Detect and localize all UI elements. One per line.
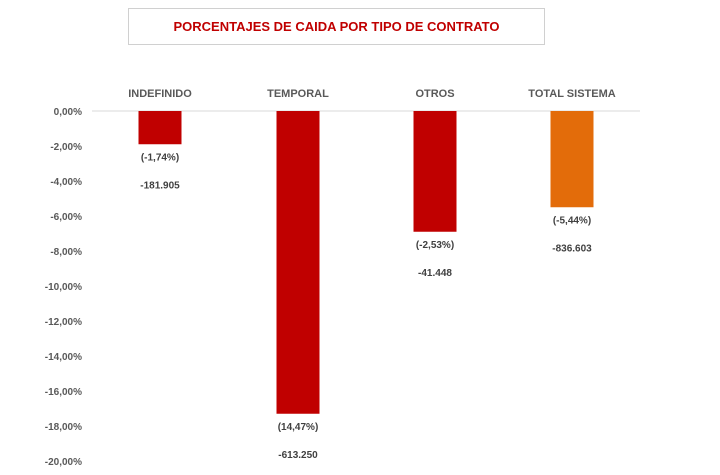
percent-data-label: (14,47%) [278, 422, 319, 433]
category-label: OTROS [415, 88, 454, 100]
category-label: INDEFINIDO [128, 88, 192, 100]
percent-data-label: (-5,44%) [553, 215, 591, 226]
y-tick-label: 0,00% [54, 107, 82, 118]
bar-otros [413, 111, 457, 232]
category-label: TOTAL SISTEMA [528, 88, 615, 100]
y-tick-label: -8,00% [50, 247, 82, 258]
percent-data-label: (-1,74%) [141, 152, 179, 163]
y-tick-label: -4,00% [50, 177, 82, 188]
category-label: TEMPORAL [267, 88, 329, 100]
bar-indefinido [138, 111, 182, 145]
y-tick-label: -20,00% [45, 457, 82, 468]
y-tick-label: -2,00% [50, 142, 82, 153]
count-data-label: -613.250 [278, 450, 318, 461]
bar-total-sistema [550, 111, 594, 208]
y-tick-label: -18,00% [45, 422, 82, 433]
count-data-label: -181.905 [140, 180, 180, 191]
y-tick-label: -14,00% [45, 352, 82, 363]
count-data-label: -41.448 [418, 268, 452, 279]
bar-temporal [276, 111, 320, 414]
y-tick-label: -12,00% [45, 317, 82, 328]
percent-data-label: (-2,53%) [416, 240, 454, 251]
y-tick-label: -6,00% [50, 212, 82, 223]
chart-title: PORCENTAJES DE CAIDA POR TIPO DE CONTRAT… [128, 8, 545, 45]
y-tick-label: -16,00% [45, 387, 82, 398]
count-data-label: -836.603 [552, 243, 592, 254]
y-tick-label: -10,00% [45, 282, 82, 293]
